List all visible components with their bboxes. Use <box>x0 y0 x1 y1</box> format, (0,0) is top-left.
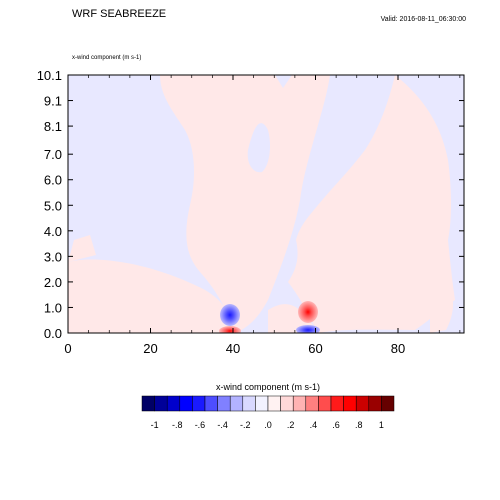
colorbar-swatch <box>381 395 395 412</box>
colorbar-swatch <box>255 395 269 412</box>
colorbar-tick-label: -.4 <box>217 420 228 430</box>
y-tick-label: 1.0 <box>44 300 62 315</box>
colorbar-swatch <box>179 395 193 412</box>
colorbar-swatch <box>318 395 332 412</box>
colorbar-swatch <box>242 395 256 412</box>
y-tick-label: 5.0 <box>44 198 62 213</box>
y-tick-label: 8.1 <box>44 119 62 134</box>
positive-region-right <box>288 75 455 333</box>
negative-core-near-x58 <box>296 325 320 333</box>
negative-core-near-x38 <box>220 304 240 326</box>
colorbar-tick-label: .4 <box>310 420 318 430</box>
plot-frame <box>67 74 465 334</box>
positive-region-left-column <box>68 235 96 262</box>
x-axis: 0 20 40 60 80 <box>64 75 461 356</box>
colorbar-tick-label: .6 <box>332 420 340 430</box>
colorbar-swatch <box>368 395 382 412</box>
contour-field <box>68 75 464 333</box>
colorbar-swatch <box>280 395 294 412</box>
colorbar-swatch <box>166 395 181 412</box>
positive-region-central <box>160 75 330 333</box>
colorbar-swatch <box>154 395 168 412</box>
colorbar-tick-label: -.2 <box>240 420 251 430</box>
x-tick-label: 0 <box>64 341 71 356</box>
y-tick-label: 10.1 <box>37 68 62 83</box>
x-tick-label: 20 <box>143 341 157 356</box>
positive-region-right-edge <box>430 287 454 333</box>
y-tick-label: 0.0 <box>44 326 62 341</box>
colorbar-swatch <box>330 395 344 412</box>
y-tick-label: 2.0 <box>44 275 62 290</box>
colorbar-swatch <box>267 395 281 412</box>
positive-core-near-x58 <box>298 301 318 323</box>
colorbar-tick-label: .0 <box>264 420 272 430</box>
page-title: WRF SEABREEZE <box>72 8 167 20</box>
y-tick-label: 3.0 <box>44 249 62 264</box>
positive-region-left-low <box>68 259 236 333</box>
colorbar-tick-label: -.6 <box>195 420 206 430</box>
x-tick-label: 40 <box>226 341 240 356</box>
x-tick-label: 60 <box>308 341 322 356</box>
colorbar-swatch <box>217 395 231 412</box>
colorbar-tick-label: -1 <box>151 420 159 430</box>
y-axis: 0.0 1.0 2.0 3.0 4.0 5.0 6.0 7.0 8.1 9.1 10.1 <box>37 68 464 341</box>
colorbar-swatch <box>204 395 218 412</box>
colorbar-tick-label: -.8 <box>172 420 183 430</box>
x-tick-label: 80 <box>391 341 405 356</box>
colorbar-tick-label: .2 <box>287 420 295 430</box>
colorbar-swatch <box>305 395 319 412</box>
negative-pocket-center <box>247 123 270 173</box>
colorbar-swatch <box>355 395 370 412</box>
colorbar-swatch <box>141 395 155 412</box>
plot-variable-label: x-wind component (m s-1) <box>72 55 142 61</box>
y-tick-label: 7.0 <box>44 147 62 162</box>
y-tick-label: 4.0 <box>44 224 62 239</box>
y-tick-label: 6.0 <box>44 173 62 188</box>
colorbar-label: x-wind component (m s-1) <box>216 382 320 392</box>
colorbar-tick-label: 1 <box>379 420 384 430</box>
colorbar-swatch <box>192 395 206 412</box>
valid-time: Valid: 2016-08-11_06:30:00 <box>380 16 466 23</box>
positive-core-near-x38 <box>219 326 241 333</box>
colorbar-swatch <box>343 395 357 412</box>
colorbar-tick-label: .8 <box>355 420 363 430</box>
colorbar: x-wind component (m s-1) -1 -.8 -.6 -.4 -.2 .0… <box>141 382 395 430</box>
colorbar-swatch <box>229 395 244 412</box>
colorbar-swatch <box>292 395 307 412</box>
y-tick-label: 9.1 <box>44 94 62 109</box>
